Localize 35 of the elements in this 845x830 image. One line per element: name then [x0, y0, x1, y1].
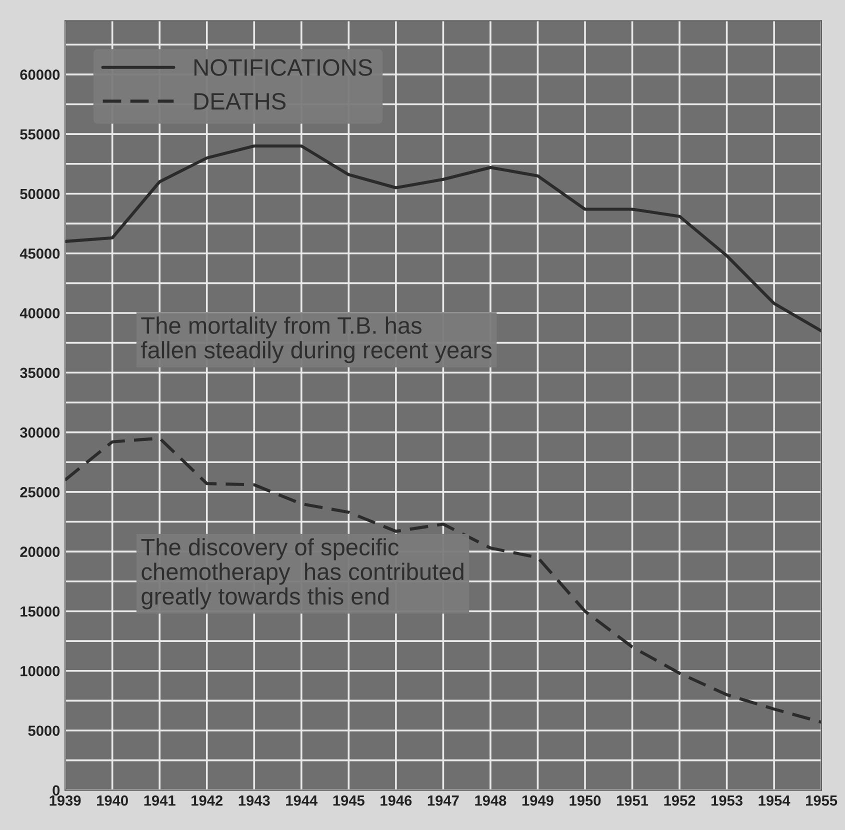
x-tick-label: 1942	[192, 795, 223, 806]
x-tick-label: 1940	[97, 795, 128, 806]
x-tick-label: 1943	[238, 795, 270, 806]
legend-label: NOTIFICATIONS	[194, 59, 372, 76]
line-series	[65, 436, 822, 724]
x-tick-label: 1954	[758, 795, 790, 806]
x-tick-label: 1944	[286, 795, 318, 806]
y-tick-label: 15000	[20, 606, 60, 617]
y-tick-label: 35000	[20, 368, 60, 378]
y-tick-label: 45000	[20, 248, 60, 259]
y-tick-label: 30000	[20, 427, 60, 438]
x-tick-label: 1952	[664, 795, 696, 806]
y-tick-label: 20000	[20, 546, 60, 558]
x-tick-label: 1948	[475, 795, 506, 806]
y-tick-label: 25000	[20, 487, 60, 498]
y-tick-label: 40000	[20, 308, 60, 318]
legend-label: DEATHS	[194, 92, 286, 110]
x-tick-label: 1953	[712, 795, 742, 806]
annotation: The mortality from T.B. has fallen steadily during recent years	[141, 316, 492, 364]
x-tick-label: 1945	[333, 795, 364, 806]
x-tick-label: 1946	[380, 795, 412, 806]
y-tick-label: 0	[52, 785, 60, 796]
x-tick-label: 1939	[50, 795, 81, 806]
y-tick-label: 50000	[20, 188, 60, 200]
x-tick-label: 1955	[806, 795, 838, 806]
annotation: The discovery of specific chemotherapy has contributed greatly towards this end	[141, 538, 464, 610]
x-tick-label: 1949	[522, 795, 554, 806]
x-tick-label: 1941	[144, 795, 176, 806]
y-tick-label: 5000	[28, 726, 60, 736]
y-tick-label: 55000	[20, 129, 60, 140]
y-tick-label: 60000	[20, 70, 60, 80]
x-tick-label: 1950	[570, 795, 601, 806]
x-tick-label: 1951	[616, 795, 648, 806]
y-tick-label: 10000	[20, 666, 60, 676]
x-tick-label: 1947	[428, 795, 459, 806]
